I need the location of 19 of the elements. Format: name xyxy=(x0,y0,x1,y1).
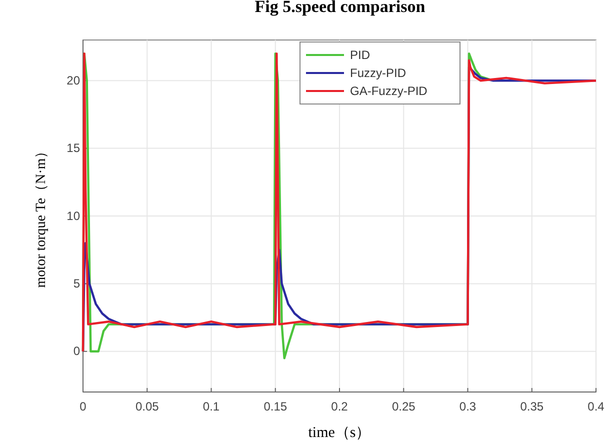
chart-title: Fig 5.speed comparison xyxy=(254,0,426,16)
legend-label: Fuzzy-PID xyxy=(350,66,406,80)
x-tick-label: 0.4 xyxy=(588,400,605,414)
legend-label: GA-Fuzzy-PID xyxy=(350,84,428,98)
y-axis-title: motor torque Te（N·m） xyxy=(34,144,49,288)
x-tick-label: 0.1 xyxy=(202,400,220,414)
y-tick-label: 5 xyxy=(73,276,80,291)
x-tick-label: 0.35 xyxy=(520,400,544,414)
x-tick-label: 0.2 xyxy=(331,400,348,414)
y-tick-label: 15 xyxy=(66,141,80,156)
y-tick-label: 10 xyxy=(66,208,80,223)
x-axis-title: time（s） xyxy=(308,425,371,441)
y-tick-label: 0 xyxy=(73,344,80,358)
x-tick-label: 0.15 xyxy=(264,400,288,414)
legend-label: PID xyxy=(350,48,370,62)
x-tick-label: 0.25 xyxy=(392,400,416,414)
x-tick-label: 0.3 xyxy=(459,400,476,414)
x-tick-label: 0.05 xyxy=(135,400,160,414)
y-tick-label: 20 xyxy=(66,73,80,88)
